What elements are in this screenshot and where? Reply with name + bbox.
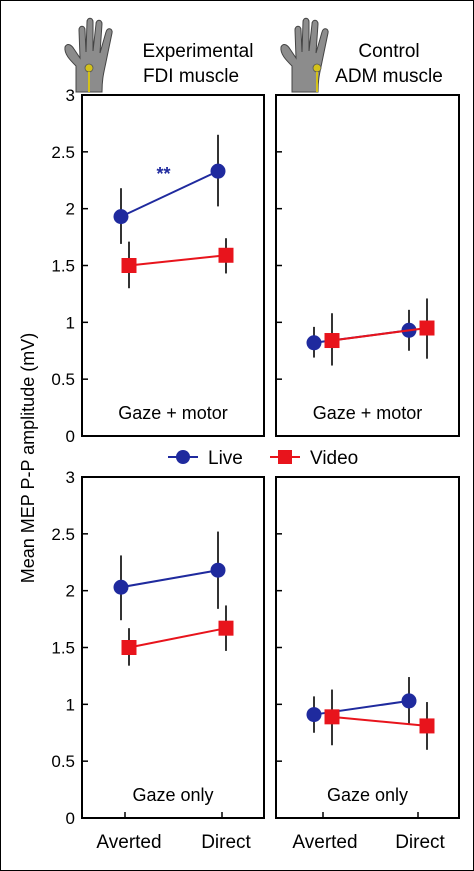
panel-frame <box>81 476 265 819</box>
point-video <box>324 333 340 349</box>
y-tick-label: 0 <box>66 427 75 446</box>
legend-live-marker <box>176 450 190 464</box>
y-tick-label: 2.5 <box>51 143 75 162</box>
y-tick-label: 2 <box>66 582 75 601</box>
panel-frame <box>275 476 460 819</box>
y-axis-label: Mean MEP P-P amplitude (mV) <box>18 333 38 583</box>
significance-annotation: ** <box>156 164 170 184</box>
y-tick-label: 1 <box>66 695 75 714</box>
series-line-live <box>120 569 219 589</box>
y-tick-label: 0 <box>66 809 75 828</box>
point-video <box>419 320 435 336</box>
panel-frame <box>81 94 265 437</box>
panel-condition-label: Gaze only <box>327 785 408 805</box>
x-tick-averted-right: Averted <box>292 832 357 853</box>
point-video <box>218 247 234 263</box>
panel-bottom-right: Gaze only <box>275 476 460 819</box>
x-tick-direct-right: Direct <box>395 832 445 853</box>
legend: Live Video <box>168 448 358 469</box>
hand-fdi-icon <box>64 17 113 93</box>
panel-frame <box>275 94 460 437</box>
hand-adm-icon <box>280 17 329 93</box>
header-fdi-line1: Experimental <box>143 41 254 62</box>
y-tick-label: 0.5 <box>51 752 75 771</box>
panel-bottom-left: 0 0.5 1 1.5 2 2.5 3 Gaze only <box>51 468 265 828</box>
series-line-video <box>128 254 227 267</box>
series-line-live <box>120 170 219 218</box>
point-live <box>401 693 417 709</box>
panel-condition-label: Gaze + motor <box>118 403 228 423</box>
header-adm-line2: ADM muscle <box>335 66 443 87</box>
series-line-video <box>128 627 227 649</box>
panel-condition-label: Gaze + motor <box>313 403 423 423</box>
point-video <box>218 620 234 636</box>
panel-top-right: Gaze + motor <box>275 94 460 437</box>
x-tick-averted-left: Averted <box>96 832 161 853</box>
series-line-video <box>331 327 428 342</box>
point-video <box>324 709 340 725</box>
point-video <box>121 640 137 655</box>
point-live <box>113 209 129 225</box>
point-video <box>121 258 137 273</box>
legend-live-label: Live <box>208 448 243 469</box>
header-adm-line1: Control <box>358 41 419 62</box>
y-tick-label: 3 <box>66 86 75 105</box>
point-video <box>419 718 435 734</box>
x-tick-direct-left: Direct <box>201 832 251 853</box>
y-tick-label: 1.5 <box>51 639 75 658</box>
series-line-video <box>331 715 428 727</box>
y-tick-label: 1 <box>66 313 75 332</box>
y-tick-label: 2 <box>66 200 75 219</box>
point-live <box>210 562 226 578</box>
header-fdi-line2: FDI muscle <box>143 66 239 87</box>
legend-video-label: Video <box>310 448 358 469</box>
point-live <box>210 163 226 179</box>
point-live <box>306 335 322 351</box>
panel-top-left: 0 0.5 1 1.5 2 2.5 3 ** Gaze + motor <box>51 86 265 446</box>
legend-video-marker <box>278 450 292 464</box>
point-live <box>306 707 322 723</box>
y-tick-label: 1.5 <box>51 257 75 276</box>
y-tick-label: 0.5 <box>51 370 75 389</box>
y-tick-label: 2.5 <box>51 525 75 544</box>
panel-condition-label: Gaze only <box>132 785 213 805</box>
point-live <box>113 579 129 595</box>
y-tick-label: 3 <box>66 468 75 487</box>
